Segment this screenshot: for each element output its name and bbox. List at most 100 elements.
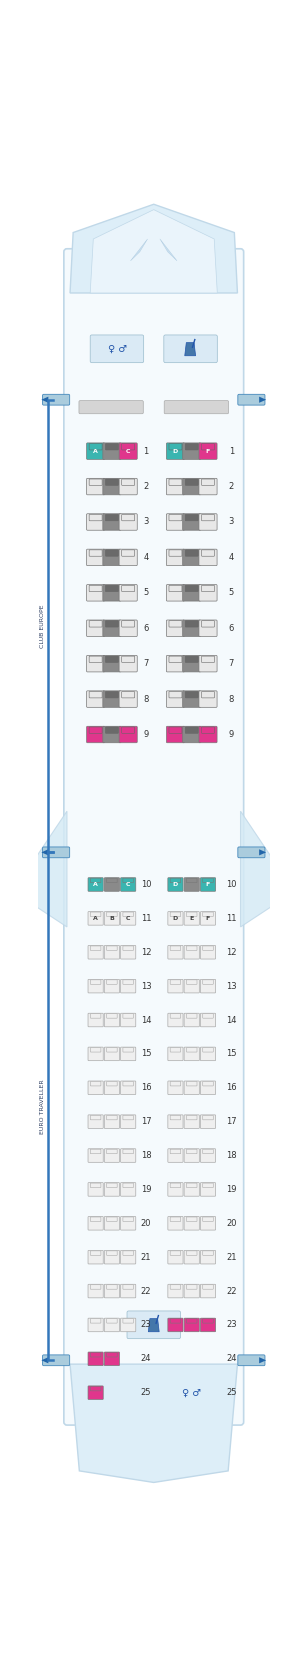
FancyBboxPatch shape bbox=[185, 726, 198, 733]
Polygon shape bbox=[241, 812, 286, 927]
FancyBboxPatch shape bbox=[88, 1251, 103, 1264]
Text: 21: 21 bbox=[141, 1252, 151, 1261]
FancyBboxPatch shape bbox=[122, 621, 135, 626]
FancyBboxPatch shape bbox=[89, 479, 102, 486]
FancyBboxPatch shape bbox=[121, 912, 136, 925]
FancyBboxPatch shape bbox=[170, 1082, 181, 1086]
FancyBboxPatch shape bbox=[90, 1082, 101, 1086]
FancyBboxPatch shape bbox=[103, 726, 121, 743]
FancyBboxPatch shape bbox=[104, 1149, 119, 1162]
Text: 4: 4 bbox=[229, 553, 234, 561]
FancyBboxPatch shape bbox=[121, 1116, 136, 1129]
FancyBboxPatch shape bbox=[203, 1116, 213, 1121]
FancyBboxPatch shape bbox=[183, 443, 201, 459]
FancyBboxPatch shape bbox=[199, 443, 217, 459]
Text: 15: 15 bbox=[141, 1049, 151, 1059]
FancyBboxPatch shape bbox=[103, 443, 121, 459]
FancyBboxPatch shape bbox=[87, 514, 105, 531]
FancyBboxPatch shape bbox=[123, 980, 134, 984]
FancyBboxPatch shape bbox=[122, 514, 135, 521]
FancyBboxPatch shape bbox=[168, 1047, 183, 1060]
FancyBboxPatch shape bbox=[184, 1080, 199, 1094]
FancyBboxPatch shape bbox=[106, 878, 117, 883]
FancyBboxPatch shape bbox=[121, 1318, 136, 1331]
FancyBboxPatch shape bbox=[103, 549, 121, 566]
FancyBboxPatch shape bbox=[88, 1047, 103, 1060]
FancyBboxPatch shape bbox=[200, 979, 216, 994]
FancyBboxPatch shape bbox=[106, 1047, 117, 1052]
FancyBboxPatch shape bbox=[89, 549, 102, 556]
FancyBboxPatch shape bbox=[103, 478, 121, 494]
FancyBboxPatch shape bbox=[184, 1014, 199, 1027]
Text: ♀ ♂: ♀ ♂ bbox=[108, 344, 127, 354]
FancyBboxPatch shape bbox=[123, 1284, 134, 1289]
Text: 23: 23 bbox=[226, 1321, 237, 1329]
Text: D: D bbox=[173, 449, 178, 454]
FancyBboxPatch shape bbox=[104, 1353, 119, 1366]
Text: 20: 20 bbox=[226, 1219, 236, 1227]
FancyBboxPatch shape bbox=[184, 912, 199, 925]
FancyBboxPatch shape bbox=[43, 1354, 70, 1366]
FancyBboxPatch shape bbox=[104, 1318, 119, 1331]
FancyBboxPatch shape bbox=[104, 945, 119, 959]
Text: 24: 24 bbox=[141, 1354, 151, 1363]
FancyBboxPatch shape bbox=[89, 656, 102, 663]
FancyBboxPatch shape bbox=[203, 945, 213, 950]
FancyBboxPatch shape bbox=[170, 945, 181, 950]
Text: 25: 25 bbox=[141, 1388, 151, 1398]
Text: 4: 4 bbox=[143, 553, 148, 561]
FancyBboxPatch shape bbox=[203, 1014, 213, 1019]
FancyBboxPatch shape bbox=[187, 1217, 197, 1221]
FancyBboxPatch shape bbox=[168, 1116, 183, 1129]
Text: D: D bbox=[173, 917, 178, 922]
FancyBboxPatch shape bbox=[183, 478, 201, 494]
FancyBboxPatch shape bbox=[170, 878, 181, 883]
FancyBboxPatch shape bbox=[238, 847, 265, 858]
FancyBboxPatch shape bbox=[105, 584, 119, 591]
Text: 25: 25 bbox=[226, 1388, 236, 1398]
FancyBboxPatch shape bbox=[103, 620, 121, 636]
Text: C: C bbox=[126, 449, 130, 454]
FancyBboxPatch shape bbox=[89, 621, 102, 626]
FancyBboxPatch shape bbox=[88, 1386, 103, 1399]
Text: 6: 6 bbox=[143, 625, 149, 633]
FancyBboxPatch shape bbox=[168, 1284, 183, 1298]
FancyBboxPatch shape bbox=[106, 1149, 117, 1154]
FancyBboxPatch shape bbox=[88, 878, 103, 892]
FancyBboxPatch shape bbox=[104, 912, 119, 925]
FancyBboxPatch shape bbox=[121, 1284, 136, 1298]
FancyBboxPatch shape bbox=[202, 621, 214, 626]
FancyBboxPatch shape bbox=[167, 443, 184, 459]
FancyBboxPatch shape bbox=[88, 1284, 103, 1298]
FancyBboxPatch shape bbox=[203, 1047, 213, 1052]
Text: A: A bbox=[93, 882, 98, 887]
FancyBboxPatch shape bbox=[104, 1251, 119, 1264]
FancyBboxPatch shape bbox=[90, 1182, 101, 1187]
Text: 2: 2 bbox=[143, 483, 148, 491]
FancyBboxPatch shape bbox=[90, 912, 101, 917]
FancyBboxPatch shape bbox=[200, 1251, 216, 1264]
FancyBboxPatch shape bbox=[183, 620, 201, 636]
FancyBboxPatch shape bbox=[88, 1216, 103, 1231]
FancyBboxPatch shape bbox=[185, 621, 198, 626]
FancyBboxPatch shape bbox=[104, 1216, 119, 1231]
FancyBboxPatch shape bbox=[88, 1182, 103, 1196]
FancyBboxPatch shape bbox=[123, 878, 134, 883]
FancyBboxPatch shape bbox=[106, 1116, 117, 1121]
FancyBboxPatch shape bbox=[89, 584, 102, 591]
FancyBboxPatch shape bbox=[238, 1354, 265, 1366]
FancyBboxPatch shape bbox=[119, 726, 137, 743]
FancyBboxPatch shape bbox=[170, 1014, 181, 1019]
FancyBboxPatch shape bbox=[200, 1014, 216, 1027]
FancyBboxPatch shape bbox=[106, 1014, 117, 1019]
Text: 16: 16 bbox=[226, 1084, 237, 1092]
FancyBboxPatch shape bbox=[79, 401, 143, 414]
FancyBboxPatch shape bbox=[105, 621, 119, 626]
FancyBboxPatch shape bbox=[121, 1251, 136, 1264]
FancyBboxPatch shape bbox=[184, 878, 199, 892]
FancyBboxPatch shape bbox=[106, 1217, 117, 1221]
FancyBboxPatch shape bbox=[90, 1047, 101, 1052]
FancyBboxPatch shape bbox=[200, 912, 216, 925]
Text: 11: 11 bbox=[141, 913, 151, 924]
Polygon shape bbox=[70, 1364, 238, 1483]
